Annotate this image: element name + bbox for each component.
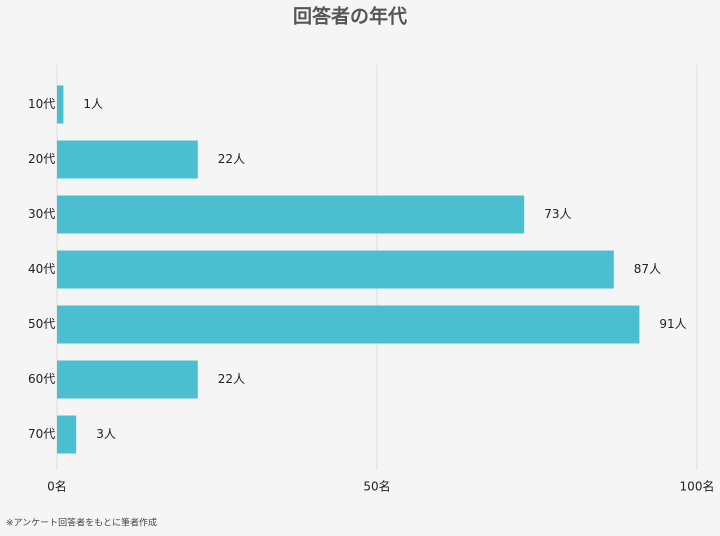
y-tick-label: 70代: [28, 427, 55, 441]
x-tick-label: 50名: [363, 479, 390, 494]
x-tick-label: 100名: [680, 479, 715, 494]
bar: [57, 85, 64, 124]
y-tick-label: 40代: [28, 262, 55, 276]
value-label: 22人: [218, 372, 245, 386]
x-tick-label: 0名: [47, 479, 67, 494]
value-label: 3人: [96, 427, 116, 441]
bar: [57, 140, 198, 179]
value-label: 73人: [544, 207, 571, 221]
value-label: 22人: [218, 152, 245, 166]
y-tick-label: 50代: [28, 317, 55, 331]
bar: [57, 305, 640, 344]
y-tick-label: 60代: [28, 372, 55, 386]
value-label: 1人: [83, 97, 103, 111]
y-tick-label: 30代: [28, 207, 55, 221]
value-label: 91人: [659, 317, 686, 331]
chart-title: 回答者の年代: [293, 5, 407, 28]
value-label: 87人: [634, 262, 661, 276]
y-tick-label: 20代: [28, 152, 55, 166]
source-note: ※アンケート回答者をもとに筆者作成: [6, 517, 157, 529]
bar: [57, 360, 198, 399]
bar: [57, 250, 614, 289]
y-tick-label: 10代: [28, 97, 55, 111]
bar: [57, 415, 77, 454]
bar: [57, 195, 525, 234]
